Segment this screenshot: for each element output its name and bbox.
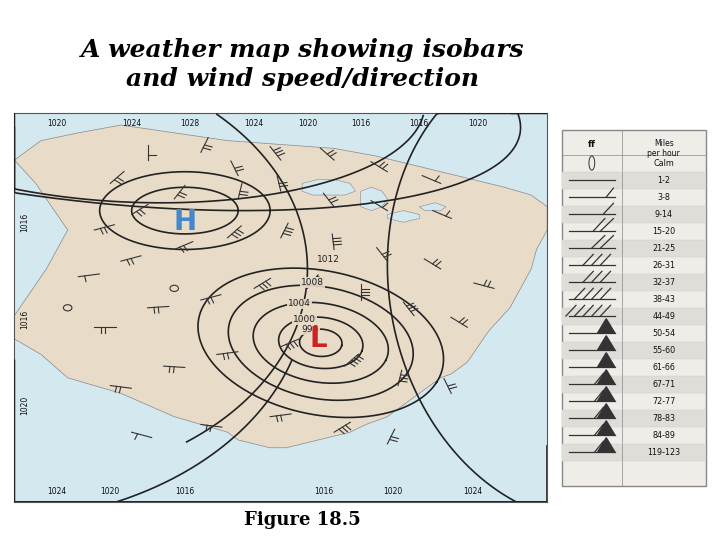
- Text: 21-25: 21-25: [652, 244, 675, 253]
- Bar: [562, 443, 706, 461]
- Text: 1020: 1020: [101, 488, 120, 496]
- Text: 1012: 1012: [318, 255, 340, 264]
- Bar: [562, 240, 706, 256]
- Text: 1000: 1000: [293, 315, 316, 324]
- Polygon shape: [598, 319, 615, 333]
- FancyBboxPatch shape: [562, 130, 706, 486]
- Text: 1020: 1020: [383, 488, 402, 496]
- Text: 1020: 1020: [298, 119, 317, 128]
- Polygon shape: [598, 336, 615, 350]
- Text: 67-71: 67-71: [652, 380, 675, 388]
- Bar: [562, 172, 706, 188]
- Text: 72-77: 72-77: [652, 396, 675, 406]
- Text: 61-66: 61-66: [652, 362, 675, 372]
- Text: 55-60: 55-60: [652, 346, 675, 355]
- Bar: [562, 341, 706, 359]
- Text: 1016: 1016: [314, 488, 333, 496]
- Polygon shape: [598, 387, 615, 401]
- Text: 996: 996: [302, 325, 319, 334]
- Polygon shape: [598, 438, 615, 452]
- Text: A weather map showing isobars
and wind speed/direction: A weather map showing isobars and wind s…: [81, 38, 524, 91]
- Text: 32-37: 32-37: [652, 278, 675, 287]
- Bar: [562, 307, 706, 325]
- Text: ff: ff: [588, 140, 596, 149]
- Text: 1016: 1016: [19, 310, 29, 329]
- Text: 78-83: 78-83: [652, 414, 675, 422]
- Text: 1024: 1024: [463, 488, 482, 496]
- Text: 44-49: 44-49: [652, 312, 675, 321]
- Text: 15-20: 15-20: [652, 227, 675, 235]
- Text: 1016: 1016: [175, 488, 194, 496]
- Text: 84-89: 84-89: [652, 430, 675, 440]
- Bar: [562, 206, 706, 222]
- Text: Calm: Calm: [654, 159, 674, 167]
- Polygon shape: [387, 211, 419, 222]
- Bar: [562, 409, 706, 427]
- Text: 1020: 1020: [19, 395, 29, 415]
- Text: 3-8: 3-8: [657, 193, 670, 201]
- Text: 1016: 1016: [351, 119, 370, 128]
- Polygon shape: [598, 404, 615, 418]
- Polygon shape: [419, 203, 446, 211]
- Text: 1016: 1016: [410, 119, 429, 128]
- Polygon shape: [14, 125, 547, 448]
- Text: L: L: [310, 325, 327, 353]
- Text: 1028: 1028: [181, 119, 199, 128]
- Polygon shape: [598, 421, 615, 435]
- Text: Miles
per hour: Miles per hour: [647, 139, 680, 158]
- Text: 9-14: 9-14: [655, 210, 673, 219]
- Text: 1-2: 1-2: [657, 176, 670, 185]
- Text: 1024: 1024: [48, 488, 67, 496]
- Polygon shape: [598, 370, 615, 384]
- Text: 1020: 1020: [468, 119, 487, 128]
- Text: 50-54: 50-54: [652, 328, 675, 338]
- Text: 1024: 1024: [122, 119, 141, 128]
- Polygon shape: [361, 187, 387, 211]
- Text: 1004: 1004: [288, 299, 311, 308]
- Text: 1016: 1016: [19, 213, 29, 232]
- Bar: [562, 375, 706, 393]
- Text: Figure 18.5: Figure 18.5: [244, 511, 361, 529]
- Text: H: H: [174, 208, 197, 237]
- Bar: [562, 274, 706, 291]
- Text: 1020: 1020: [48, 119, 67, 128]
- Polygon shape: [302, 179, 356, 195]
- Polygon shape: [598, 353, 615, 367]
- Text: 38-43: 38-43: [652, 294, 675, 303]
- Text: 1024: 1024: [245, 119, 264, 128]
- Text: 119-123: 119-123: [647, 448, 680, 456]
- Text: 26-31: 26-31: [652, 260, 675, 269]
- Text: 1008: 1008: [301, 278, 324, 287]
